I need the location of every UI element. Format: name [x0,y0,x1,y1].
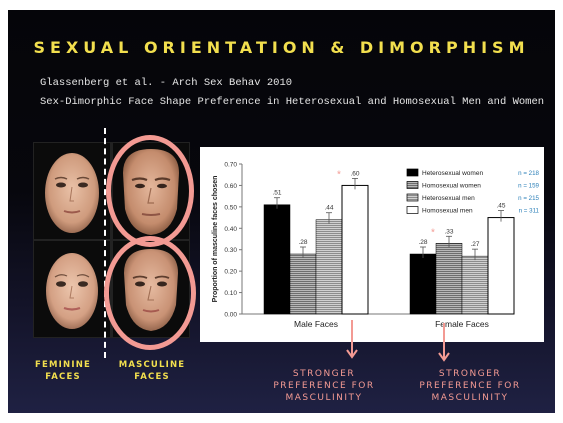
significance-marker: * [431,227,435,238]
bar-chart: 0.00 0.10 0.20 0.30 0.40 0.50 0.60 0.70 Proporti… [200,147,544,342]
bar-1-0 [409,253,437,315]
masculine-female-highlight-ring [104,236,196,350]
citation-authors: Glassenberg et al. - Arch Sex Behav 2010 [40,77,293,89]
y-tick-label: 0.20 [224,269,237,276]
bar-value-label: .44 [324,205,333,212]
y-tick-label: 0.10 [224,290,237,297]
legend-n-count: n = 311 [519,208,540,215]
legend-n-count: n = 218 [518,170,539,177]
bar-value-label: .28 [418,239,427,246]
y-tick-label: 0.40 [224,226,237,233]
dashed-divider [104,128,106,358]
x-category-label: Female Faces [435,319,489,329]
bar-value-label: .28 [298,239,307,246]
bar-chart-panel: 0.00 0.10 0.20 0.30 0.40 0.50 0.60 0.70 Proporti… [200,147,544,342]
legend-label: Heterosexual men [422,195,475,202]
legend-n-count: n = 215 [518,195,539,202]
bar-value-label: .45 [496,203,505,210]
legend-n-count: n = 159 [518,183,539,190]
feminized-male-face-image [34,143,110,239]
slide: SEXUAL ORIENTATION & DIMORPHISM Glassenb… [8,10,555,413]
bar-0-0 [263,204,291,315]
annotation-1-line2: PREFERENCE FOR [273,381,375,391]
bar-value-label: .60 [350,170,359,177]
bar-0-1 [289,253,317,315]
y-tick-label: 0.00 [224,312,237,319]
feminine-label-line1: FEMININE [34,360,92,370]
slide-title: SEXUAL ORIENTATION & DIMORPHISM [33,38,530,57]
annotation-1-line3: MASCULINITY [285,393,363,403]
legend-swatch [406,168,419,177]
feminized-female-face-image [34,241,110,337]
y-tick-label: 0.50 [224,204,237,211]
bar-value-label: .27 [470,241,479,248]
legend-label: Heterosexual women [422,170,483,177]
bar-0-3 [341,184,369,315]
masculine-male-highlight-ring [106,135,194,247]
annotation-arrow-head [438,352,450,362]
bar-0-2 [315,219,343,315]
annotation-2-line3: MASCULINITY [431,393,509,403]
legend-label: Homosexual men [422,208,473,215]
x-category-label: Male Faces [294,319,338,329]
annotation-1-line1: STRONGER [292,369,356,379]
feminine-label-line2: FACES [45,372,81,382]
y-tick-label: 0.70 [224,162,237,169]
y-axis-title: Proportion of masculine faces chosen [212,176,219,303]
legend-swatch [406,206,419,214]
bar-1-2 [461,255,489,315]
legend-swatch [406,181,419,189]
annotation-arrow-head [346,349,358,359]
legend-swatch [406,193,419,202]
bar-1-1 [435,243,463,315]
legend-label: Homosexual women [422,183,481,190]
masculine-label-line1: MASCULINE [118,360,186,370]
masculine-label-line2: FACES [134,372,170,382]
annotation-female-faces: STRONGER PREFERENCE FOR MASCULINITY [410,368,530,404]
bar-value-label: .51 [272,190,281,197]
annotation-male-faces: STRONGER PREFERENCE FOR MASCULINITY [270,368,378,404]
citation-paper-title: Sex-Dimorphic Face Shape Preference in H… [40,96,545,108]
y-tick-label: 0.30 [224,247,237,254]
bar-1-3 [487,217,515,315]
masculine-faces-label: MASCULINE FACES [110,359,194,383]
annotation-2-line2: PREFERENCE FOR [419,381,521,391]
feminine-faces-label: FEMININE FACES [30,359,96,383]
significance-marker: * [337,169,341,180]
y-tick-label: 0.60 [224,183,237,190]
annotation-2-line1: STRONGER [438,369,502,379]
bar-value-label: .33 [444,228,453,235]
